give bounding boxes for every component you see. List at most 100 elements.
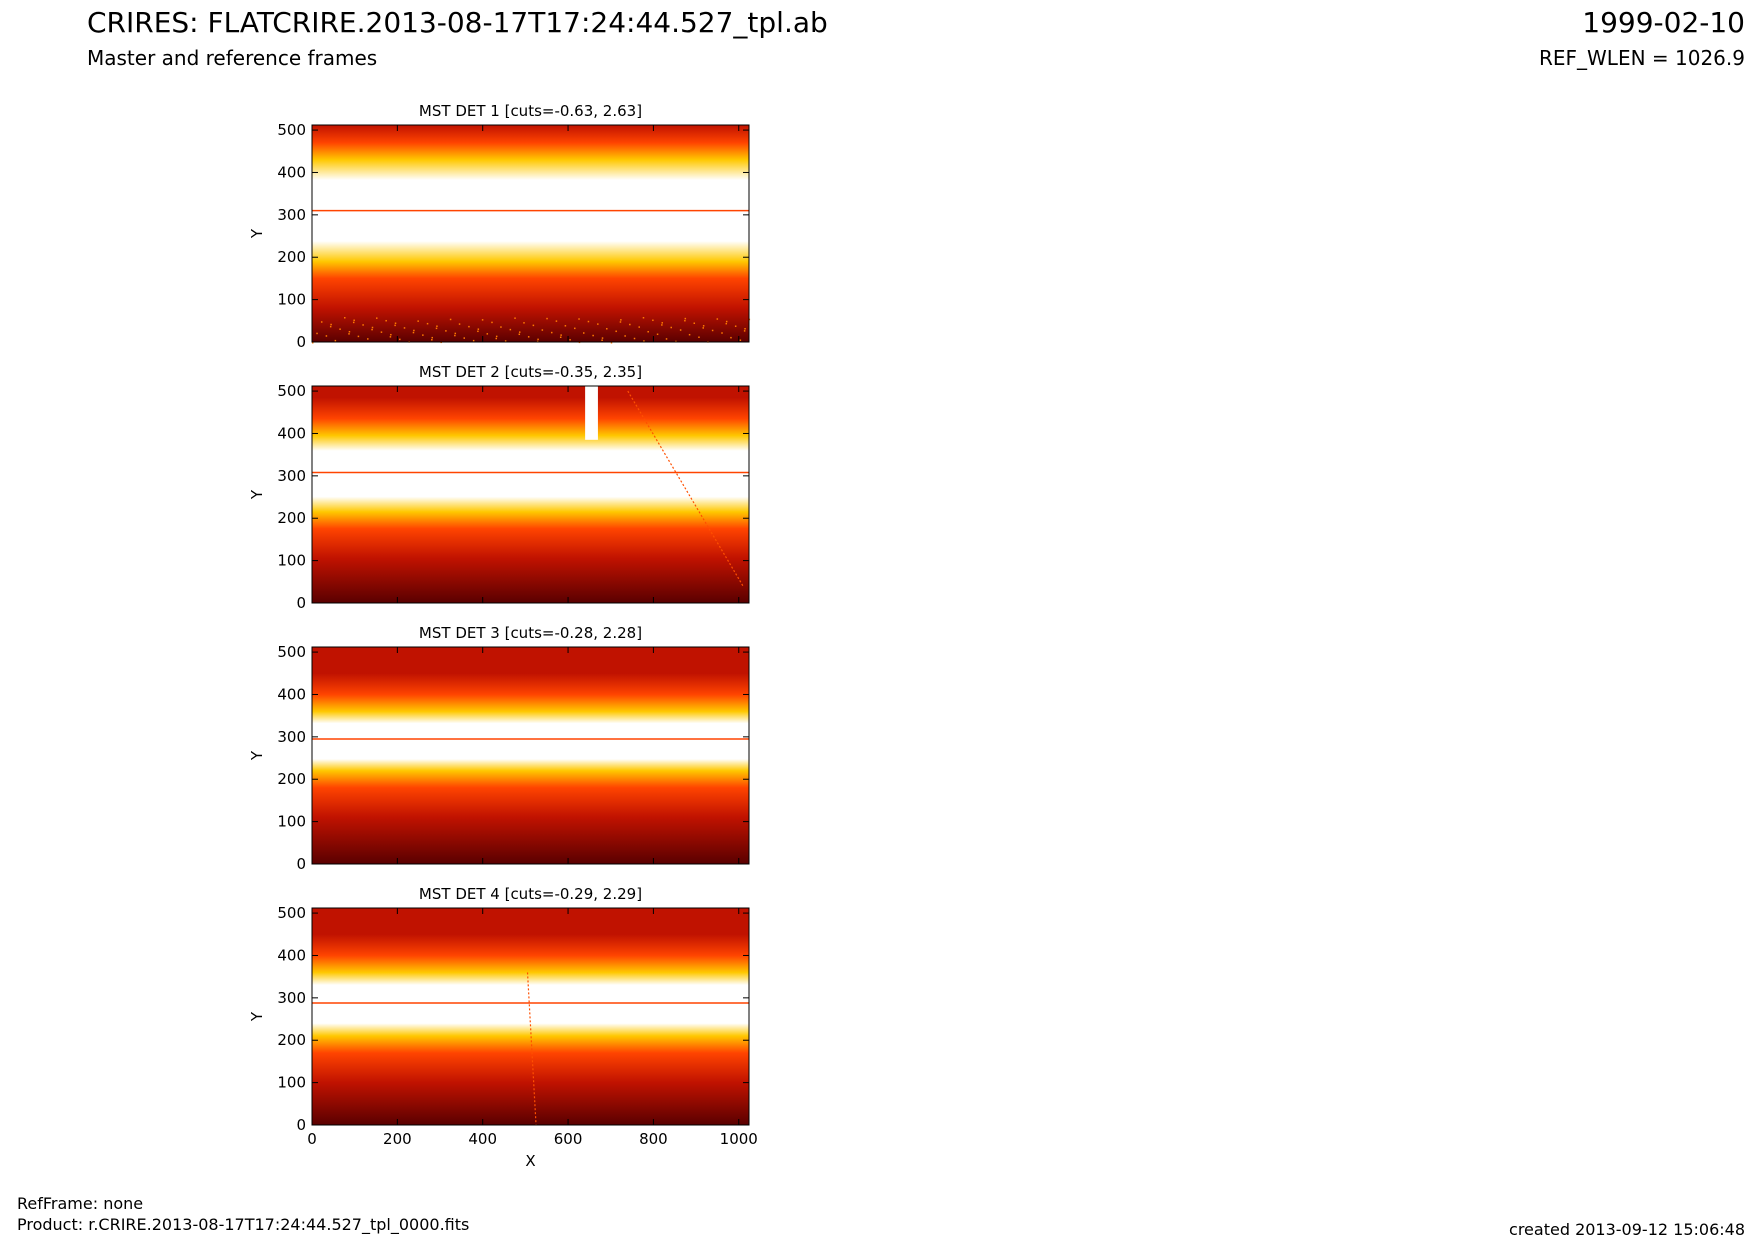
- noise-dot: [514, 317, 516, 319]
- noise-dot: [550, 331, 553, 334]
- y-tick-label: 100: [277, 1074, 306, 1092]
- noise-dot: [587, 320, 590, 323]
- noise-dot: [367, 338, 369, 340]
- noise-dot: [597, 323, 599, 325]
- noise-dot: [344, 316, 346, 319]
- noise-dot: [316, 332, 318, 335]
- noise-dot: [716, 318, 719, 320]
- y-axis-label: Y: [248, 1011, 266, 1022]
- noise-dot: [527, 336, 530, 338]
- panel-frame: [311, 646, 750, 865]
- noise-dot: [582, 332, 585, 334]
- noise-dot: [734, 325, 737, 327]
- y-tick-label: 300: [277, 206, 306, 224]
- noise-dot: [725, 322, 728, 325]
- noise-dot: [647, 330, 649, 333]
- noise-dot: [665, 338, 668, 340]
- noise-dot: [536, 340, 539, 343]
- noise-dot: [325, 335, 328, 337]
- x-tick-label: 1000: [720, 1130, 758, 1148]
- noise-dot: [670, 326, 672, 329]
- y-tick-label: 300: [277, 989, 306, 1007]
- noise-dot: [739, 339, 742, 341]
- noise-dot: [721, 332, 723, 334]
- refframe-label: RefFrame: none: [17, 1194, 144, 1213]
- noise-dot: [743, 330, 746, 332]
- page-title: CRIRES: FLAT: [87, 6, 274, 39]
- noise-dot: [329, 325, 332, 328]
- noise-dot: [523, 322, 525, 324]
- noise-dot: [601, 337, 604, 339]
- y-axis-label: Y: [248, 228, 266, 239]
- y-tick-label: 200: [277, 509, 306, 527]
- heatmap-panel-2: MST DET 2 [cuts=-0.35, 2.35] 0 100 200 300 40…: [248, 363, 750, 612]
- y-tick-label: 0: [296, 1116, 306, 1134]
- noise-dot: [546, 317, 548, 320]
- noise-dot: [679, 329, 682, 331]
- y-tick-label: 100: [277, 291, 306, 309]
- panel-title: MST DET 1 [cuts=-0.63, 2.63]: [419, 102, 642, 120]
- noise-dot: [684, 317, 687, 320]
- x-tick-label: 600: [554, 1130, 583, 1148]
- noise-dot: [638, 326, 640, 328]
- product-label: Product: r.CRIRE.2013-08-17T17:24:44.527…: [17, 1215, 470, 1234]
- noise-dot: [389, 336, 392, 338]
- y-tick-label: 200: [277, 1031, 306, 1049]
- noise-dot: [435, 327, 438, 330]
- noise-dot: [652, 319, 654, 322]
- noise-dot: [642, 316, 645, 319]
- noise-dot: [394, 324, 396, 327]
- panel-title: MST DET 3 [cuts=-0.28, 2.28]: [419, 624, 642, 642]
- noise-dot: [376, 317, 378, 319]
- noise-dot: [399, 338, 401, 341]
- noise-dot: [449, 318, 452, 321]
- y-tick-label: 0: [296, 594, 306, 612]
- noise-dot: [458, 323, 461, 325]
- y-tick-label: 500: [277, 904, 306, 922]
- noise-dot: [633, 337, 636, 340]
- file-title: CRIRE.2013-08-17T17:24:44.527_tpl.ab: [272, 6, 828, 39]
- noise-dot: [601, 339, 603, 341]
- noise-dot: [380, 331, 383, 333]
- noise-dot: [312, 342, 314, 344]
- panel-frame: [311, 907, 750, 1126]
- panel-title: MST DET 4 [cuts=-0.29, 2.29]: [419, 885, 642, 903]
- noise-dot: [348, 333, 350, 335]
- diagonal-trace: [526, 972, 537, 1126]
- noise-dot: [334, 339, 337, 342]
- panel-frame: [311, 124, 750, 343]
- noise-dot: [675, 340, 677, 343]
- x-tick-label: 0: [307, 1130, 317, 1148]
- noise-dot: [320, 321, 323, 323]
- diagonal-trace: [627, 390, 744, 587]
- x-tick-label: 400: [468, 1130, 497, 1148]
- noise-dot: [371, 326, 374, 329]
- noise-dot: [330, 323, 332, 326]
- y-tick-label: 0: [296, 333, 306, 351]
- heatmap-panel-3: MST DET 3 [cuts=-0.28, 2.28] 0 100 200 300 40…: [248, 624, 750, 873]
- noise-dot: [661, 322, 664, 324]
- heatmap-panel-1: MST DET 1 [cuts=-0.63, 2.63] 0 100 200 300 40…: [248, 102, 751, 351]
- y-tick-label: 0: [296, 855, 306, 873]
- y-tick-label: 400: [277, 424, 306, 442]
- noise-dot: [468, 325, 470, 328]
- noise-dot: [518, 331, 521, 333]
- created-label: created 2013-09-12 15:06:48: [1509, 1220, 1745, 1239]
- heatmap-image-1: [312, 125, 749, 342]
- noise-dot: [486, 333, 489, 335]
- noise-dot: [339, 328, 341, 330]
- noise-dot: [619, 321, 622, 323]
- noise-dot: [693, 322, 696, 325]
- noise-dot: [688, 333, 691, 336]
- noise-dot: [422, 334, 424, 336]
- noise-dot: [431, 339, 433, 341]
- y-tick-label: 100: [277, 813, 306, 831]
- noise-dot: [362, 324, 364, 326]
- noise-dot: [504, 340, 507, 342]
- noise-dot: [357, 335, 360, 338]
- noise-dot: [560, 334, 562, 336]
- y-tick-label: 500: [277, 382, 306, 400]
- noise-dot: [559, 336, 562, 338]
- noise-dot: [495, 335, 498, 338]
- noise-dot: [352, 321, 355, 324]
